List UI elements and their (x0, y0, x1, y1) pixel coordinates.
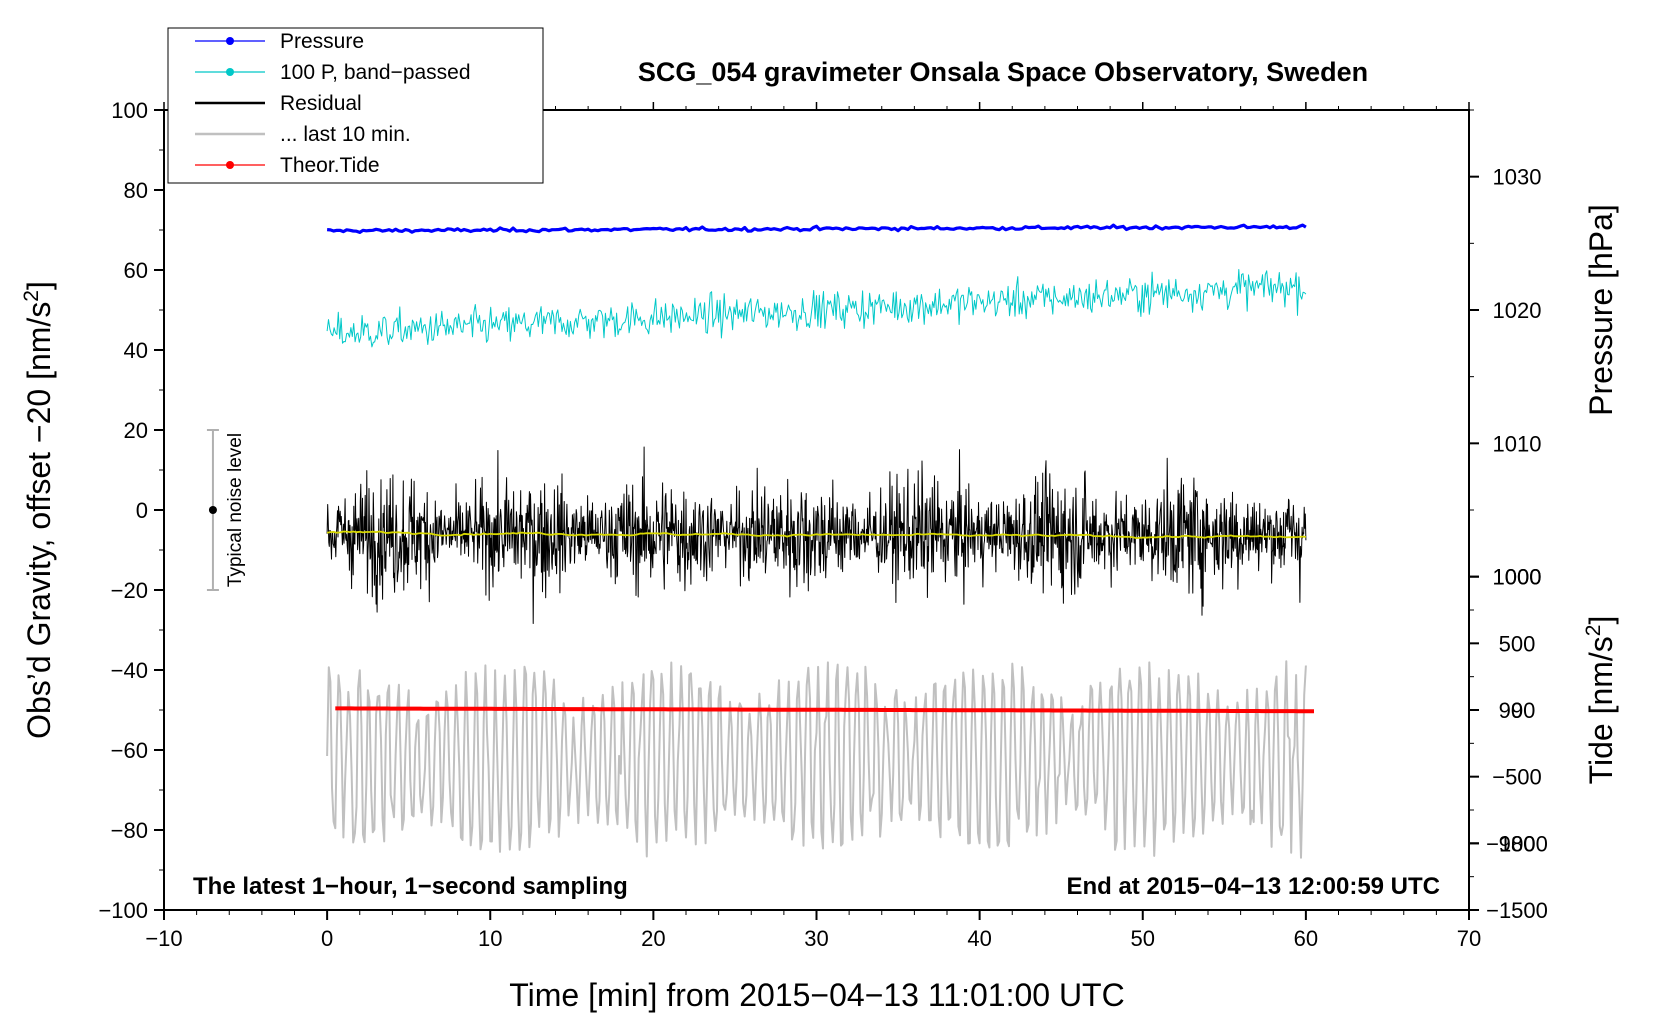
y-axis-tide-title: Tide [nm/s2] (1582, 616, 1619, 785)
legend-label: Theor.Tide (280, 154, 380, 177)
tide-tick-label: −1500 (1486, 898, 1548, 923)
x-tick-label: 60 (1294, 926, 1318, 951)
y-tick-label: −100 (98, 898, 148, 923)
tide-axis-ticks: 1000 500 0 −500 −1000 −1500 (1469, 565, 1548, 923)
x-axis-ticks: −10 0 10 20 30 40 50 60 70 (145, 102, 1481, 951)
y-tick-label: 100 (111, 98, 148, 123)
tide-tick-label: −1000 (1486, 831, 1548, 856)
tide-tick-label: 500 (1499, 631, 1536, 656)
tide-tick-label: 0 (1511, 698, 1523, 723)
y-tick-label: −60 (111, 738, 148, 763)
x-tick-label: −10 (145, 926, 182, 951)
pressure-tick-label: 1010 (1493, 431, 1542, 456)
y-axis-pressure-title: Pressure [hPa] (1583, 204, 1619, 416)
pressure-tick-label: 1030 (1493, 165, 1542, 190)
y-axis-left-title-end: ] (21, 281, 57, 290)
pressure-axis-ticks: 1030 1020 1010 1000 990 980 (1469, 109, 1542, 911)
annotation-latest-hour: The latest 1−hour, 1−second sampling (193, 873, 628, 900)
pressure-tick-label: 980 (1499, 831, 1536, 856)
y-tick-label: 20 (124, 418, 148, 443)
y-axis-tide-title-end: ] (1583, 616, 1619, 625)
y-axis-tide-title-sup: 2 (1582, 625, 1605, 637)
series-100-p-band-passed-line (326, 269, 1307, 348)
legend-label: 100 P, band−passed (280, 61, 471, 84)
annotation-end-time: End at 2015−04−13 12:00:59 UTC (1066, 873, 1440, 900)
series-residual-line (326, 446, 1307, 624)
y-tick-label: 60 (124, 258, 148, 283)
pressure-tick-label: 990 (1499, 698, 1536, 723)
series-theor-tide-line (335, 706, 1314, 714)
legend-swatch-marker (226, 68, 234, 76)
legend-label: ... last 10 min. (280, 123, 411, 146)
y-tick-label: 40 (124, 338, 148, 363)
x-tick-label: 70 (1457, 926, 1481, 951)
y-tick-label: −20 (111, 578, 148, 603)
chart-title: SCG_054 gravimeter Onsala Space Observat… (638, 57, 1368, 87)
legend-swatch-marker (226, 161, 234, 169)
y-axis-left-ticks: 100 80 60 40 20 0 −20 −40 −60 −80 −100 (98, 98, 164, 923)
y-axis-tide-title-main: Tide [nm/s (1583, 636, 1619, 784)
series-last-10-min-line (326, 660, 1307, 859)
noise-level-bar (206, 429, 219, 591)
y-tick-label: −40 (111, 658, 148, 683)
y-axis-left-title-main: Obs’d Gravity, offset −20 [nm/s (21, 302, 57, 739)
legend-label: Residual (280, 92, 362, 115)
x-tick-label: 10 (478, 926, 502, 951)
y-tick-label: 0 (136, 498, 148, 523)
x-tick-label: 50 (1131, 926, 1155, 951)
legend-label: Pressure (280, 30, 364, 53)
noise-level-label: Typical noise level (225, 433, 246, 587)
x-tick-label: 20 (641, 926, 665, 951)
tide-tick-label: 1000 (1493, 565, 1542, 590)
noise-bar-center-dot (208, 506, 217, 514)
y-tick-label: −80 (111, 818, 148, 843)
x-tick-label: 0 (321, 926, 333, 951)
legend-box (167, 27, 544, 184)
series-pressure-line (326, 223, 1307, 234)
pressure-tick-label: 1000 (1493, 565, 1542, 590)
legend-swatch-marker (226, 37, 234, 45)
series-layer (326, 223, 1314, 859)
pressure-tick-label: 1020 (1493, 298, 1542, 323)
legend: Pressure 100 P, band−passed Residual ... la… (167, 27, 544, 184)
y-tick-label: 80 (124, 178, 148, 203)
series-residual-mean-line (326, 530, 1306, 539)
x-tick-label: 40 (967, 926, 991, 951)
tide-tick-label: −500 (1492, 765, 1542, 790)
y-axis-left-title-sup: 2 (20, 290, 43, 302)
x-axis-title: Time [min] from 2015−04−13 11:01:00 UTC (509, 977, 1124, 1013)
x-tick-label: 30 (804, 926, 828, 951)
y-axis-left-title: Obs’d Gravity, offset −20 [nm/s2] (20, 281, 57, 739)
